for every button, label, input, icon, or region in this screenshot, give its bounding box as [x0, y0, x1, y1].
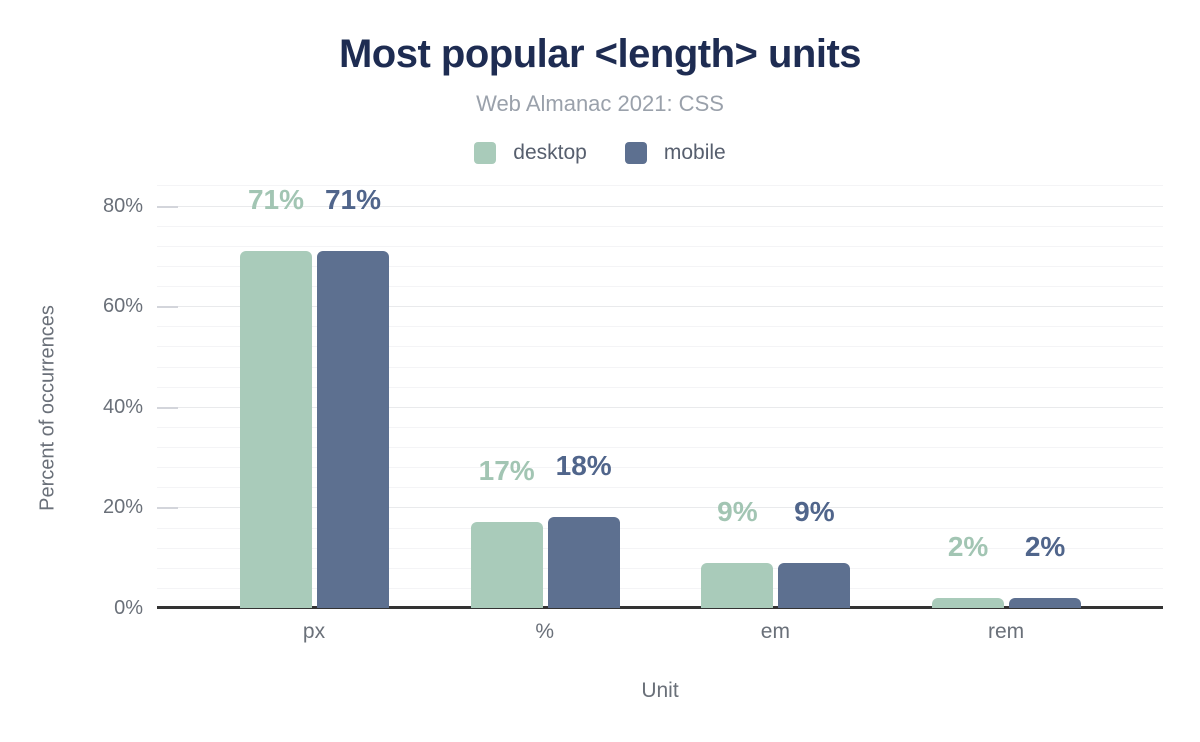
bar-value-label-desktop-rem: 2% — [947, 530, 989, 562]
gridline-minor — [157, 326, 1163, 328]
gridline-minor — [157, 426, 1163, 428]
bar-value-label-mobile-rem: 2% — [1024, 530, 1066, 562]
x-axis-title: Unit — [641, 679, 679, 702]
gridline-minor — [157, 467, 1163, 469]
legend-label-desktop: desktop — [513, 141, 587, 164]
gridline-minor — [157, 265, 1163, 267]
gridline-major — [157, 507, 1163, 509]
gridline-minor — [157, 185, 1163, 187]
gridline-major — [157, 306, 1163, 308]
bar-value-label-desktop-em: 9% — [717, 495, 758, 527]
bar-value-label-mobile-%: 18% — [555, 450, 612, 482]
y-tick-label: 80% — [102, 194, 143, 217]
x-tick-label-px: px — [302, 620, 326, 643]
bar-mobile-em[interactable] — [778, 562, 851, 608]
x-tick-label-%: % — [535, 620, 555, 643]
bar-mobile-px[interactable] — [317, 250, 389, 608]
mobile-swatch-icon — [624, 142, 647, 164]
legend: desktop mobile — [0, 141, 1200, 165]
legend-item-desktop[interactable]: desktop — [474, 141, 587, 165]
y-tick-label: 40% — [102, 395, 143, 418]
gridline-minor — [157, 527, 1163, 529]
gridline-minor — [157, 286, 1163, 288]
gridline-major — [157, 406, 1163, 408]
gridline-minor — [157, 447, 1163, 449]
y-tick-label: 60% — [102, 295, 143, 318]
gridline-minor — [157, 366, 1163, 368]
x-axis-line — [157, 606, 1163, 609]
y-axis-tick — [157, 406, 178, 409]
gridline-minor — [157, 225, 1163, 227]
x-tick-label-rem: rem — [988, 620, 1025, 643]
bar-value-label-desktop-px: 71% — [247, 183, 305, 215]
gridline-minor — [157, 386, 1163, 388]
bar-desktop-em[interactable] — [701, 562, 774, 608]
legend-item-mobile[interactable]: mobile — [624, 141, 726, 165]
y-axis-tick — [157, 507, 178, 510]
bar-value-label-mobile-px: 71% — [324, 183, 382, 215]
chart-title: Most popular <length> units — [338, 32, 862, 76]
bar-desktop-%[interactable] — [470, 522, 543, 608]
bar-desktop-px[interactable] — [240, 250, 312, 608]
chart-subtitle: Web Almanac 2021: CSS — [476, 91, 724, 116]
gridline-minor — [157, 346, 1163, 348]
x-tick-label-em: em — [760, 620, 790, 643]
y-axis-tick — [157, 205, 178, 208]
bar-value-label-mobile-em: 9% — [794, 495, 835, 527]
gridline-minor — [157, 245, 1163, 247]
legend-label-mobile: mobile — [663, 141, 726, 164]
gridline-minor — [157, 587, 1163, 589]
gridline-minor — [157, 487, 1163, 489]
bar-mobile-%[interactable] — [547, 517, 620, 608]
bar-mobile-rem[interactable] — [1009, 597, 1082, 608]
y-tick-label: 0% — [114, 597, 143, 619]
gridline-minor — [157, 547, 1163, 549]
gridline-minor — [157, 567, 1163, 569]
bar-value-label-desktop-%: 17% — [478, 455, 535, 487]
y-axis-tick — [157, 306, 178, 309]
desktop-swatch-icon — [474, 142, 497, 164]
bar-desktop-rem[interactable] — [932, 597, 1005, 608]
y-tick-label: 20% — [102, 496, 143, 519]
gridline-major — [157, 205, 1163, 207]
